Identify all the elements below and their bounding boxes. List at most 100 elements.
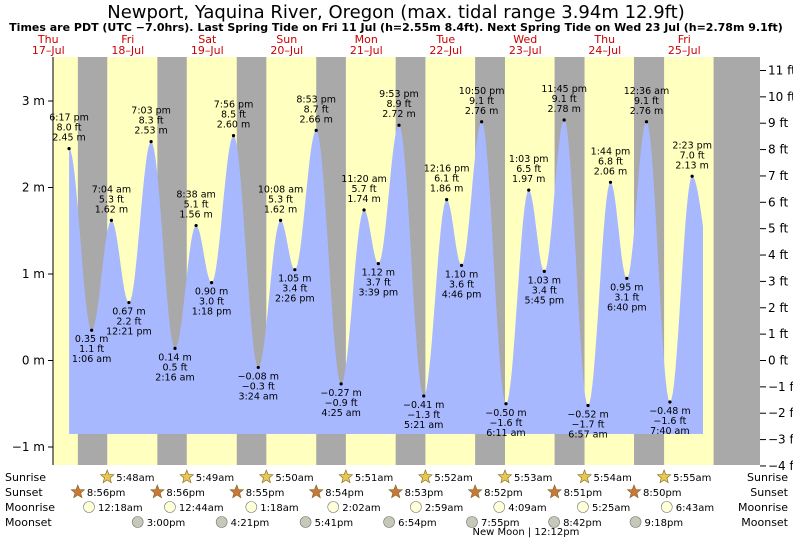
moonrise-icon (660, 501, 673, 513)
left-tick-label: −1 m (12, 440, 45, 454)
moonset-icon (299, 516, 312, 528)
day-name: Fri (121, 33, 134, 46)
tide-label: 3:39 pm (359, 288, 399, 299)
tide-point (90, 328, 94, 332)
new-moon-label: New Moon | 12:12pm (472, 527, 579, 538)
tide-label: 6.8 ft (598, 156, 623, 167)
tide-point (278, 218, 283, 222)
tide-label: 6.1 ft (434, 174, 459, 185)
right-tick-label: 10 ft (768, 90, 793, 104)
day-name: Mon (355, 33, 378, 46)
tide-point (149, 140, 153, 144)
moonrise-icon (164, 501, 176, 513)
left-tick-label: 2 m (22, 181, 45, 195)
right-tick-label: 11 ft (768, 63, 793, 77)
tide-label: 6:57 am (568, 429, 607, 440)
moonrise-time: 12:44am (179, 503, 224, 514)
tide-label: 1.1 ft (79, 344, 104, 355)
tide-point (231, 134, 236, 138)
sunrise-time: 5:53am (514, 473, 552, 484)
tide-label: 2:16 am (155, 372, 194, 383)
sunrise-icon (338, 469, 354, 484)
right-tick-label: 3 ft (768, 274, 788, 288)
tide-label: 1.10 m (445, 269, 478, 280)
moonset-time: 4:21pm (231, 518, 270, 529)
tide-label: 7:04 am (92, 184, 131, 195)
tide-point (625, 276, 629, 280)
moonrise-icon (493, 501, 506, 513)
tide-label: 6:11 am (486, 428, 525, 439)
tide-point (293, 268, 297, 272)
moonrise-time: 6:43am (676, 503, 714, 514)
sunset-icon (467, 484, 483, 499)
tide-label: 2.60 m (217, 120, 250, 131)
tide-label: −0.3 ft (242, 381, 275, 392)
tide-label: 5.1 ft (184, 200, 209, 211)
tide-label: 5.3 ft (268, 194, 293, 205)
sunrise-icon (258, 469, 274, 484)
night-band (713, 57, 740, 465)
tide-label: 3.4 ft (532, 285, 557, 296)
day-date: 23–Jul (509, 44, 542, 57)
tide-label: 10:08 am (258, 184, 303, 195)
moonrise-icon (410, 501, 422, 513)
tide-label: 3:24 am (239, 391, 278, 402)
tide-label: 6:17 pm (49, 113, 89, 124)
moonset-icon (629, 516, 642, 528)
left-tick-label: 3 m (22, 94, 45, 108)
tide-label: 1.62 m (264, 204, 297, 215)
moonrise-time: 12:18am (98, 503, 143, 514)
day-date: 19–Jul (191, 44, 224, 57)
tide-point (586, 403, 590, 408)
tide-label: −0.08 m (238, 371, 279, 382)
row-label-right: Sunrise (747, 471, 788, 484)
moonset-time: 8:42pm (563, 518, 602, 529)
chart-subtitle: Times are PDT (UTC −7.0hrs). Last Spring… (9, 21, 783, 34)
sunrise-icon (417, 469, 433, 484)
tide-label: 2.76 m (465, 106, 498, 117)
tide-label: 4:25 am (321, 408, 360, 419)
moonrise-time: 1:18am (260, 503, 298, 514)
right-tick-label: 0 ft (768, 354, 788, 368)
row-label-left: Sunset (5, 486, 43, 499)
sunset-time: 8:54pm (325, 488, 364, 499)
tide-point (109, 218, 114, 222)
row-label-right: Sunset (750, 486, 788, 499)
sunset-icon (70, 484, 86, 499)
tide-label: 5:21 am (404, 420, 443, 431)
moonset-time: 5:41pm (315, 518, 354, 529)
left-tick-label: 0 m (22, 354, 45, 368)
moonset-icon (131, 516, 144, 528)
row-label-right: Moonrise (738, 501, 788, 514)
tide-label: 2.53 m (134, 126, 167, 137)
tide-point (527, 188, 531, 192)
sunrise-time: 5:50am (275, 473, 313, 484)
tide-label: 8.3 ft (139, 116, 164, 127)
moonset-icon (466, 516, 478, 528)
tide-label: 2.76 m (630, 106, 663, 117)
tide-point (209, 281, 214, 285)
day-name: Thu (593, 33, 615, 46)
tide-label: 9.1 ft (634, 96, 659, 107)
tide-label: 6.5 ft (516, 164, 541, 175)
day-date: 22–Jul (429, 44, 462, 57)
tide-label: −0.52 m (567, 409, 608, 420)
tide-label: 2.66 m (299, 114, 332, 125)
tide-point (397, 123, 401, 127)
sunset-icon (229, 484, 245, 499)
tide-point (668, 400, 672, 404)
tide-point (256, 365, 260, 370)
right-tick-label: 6 ft (768, 195, 788, 209)
night-band (740, 57, 760, 465)
sunset-time: 8:50pm (643, 488, 682, 499)
tide-label: 7:40 am (650, 426, 689, 437)
day-date: 17–Jul (32, 44, 65, 57)
sunset-time: 8:56pm (166, 488, 205, 499)
day-name: Fri (678, 33, 691, 46)
day-date: 18–Jul (111, 44, 144, 57)
tide-label: 1.86 m (430, 184, 463, 195)
tide-label: 1.97 m (512, 174, 545, 185)
day-name: Wed (513, 33, 537, 46)
day-name: Tue (435, 33, 455, 46)
tide-point (422, 394, 426, 398)
